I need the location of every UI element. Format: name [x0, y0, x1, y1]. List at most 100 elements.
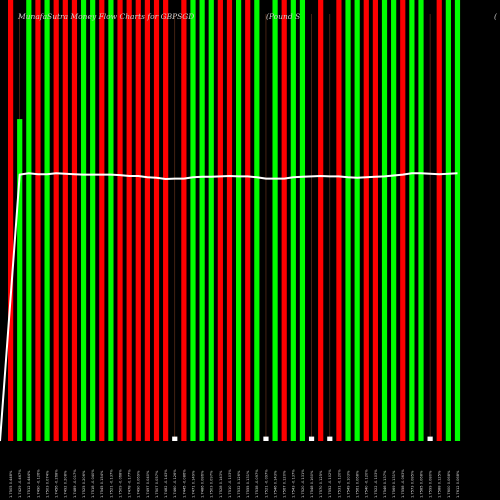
bar: [299, 0, 306, 441]
money-flow-line-group: [0, 172, 458, 442]
bar: [35, 0, 41, 441]
x-tick-label: 1.7540 -0.120%: [365, 469, 369, 498]
x-tick-label: 1.7558 -0.063%: [401, 469, 405, 498]
x-tick-label: 1.7567 0.120%: [283, 470, 287, 498]
x-tick-label: 1.7520 -0.131%: [301, 469, 305, 498]
bar: [190, 0, 196, 441]
bar: [17, 119, 23, 441]
bar: [62, 0, 68, 441]
x-tick-label: 1.7512 0.444%: [27, 470, 31, 498]
x-tick-label: 1.7429 -0.467%: [18, 469, 22, 498]
bar: [427, 436, 433, 441]
x-tick-label: 1.7490 0.069%: [137, 470, 141, 498]
bar: [44, 0, 50, 441]
x-tick-label: 1.7456 -0.268%: [55, 469, 59, 498]
x-tick-labels: 1.7505 0.448% 1.7429 -0.467% 1.7512 0.444%…: [9, 469, 460, 498]
x-tick-label: 1.7471 0.149%: [191, 470, 195, 498]
bar: [208, 0, 214, 441]
bar: [418, 0, 424, 441]
x-tick-label: 1.7573 0.085%: [410, 470, 414, 498]
x-tick-label: 1.7521 -0.137%: [109, 469, 113, 498]
x-tick-label: 1.7546 0.137%: [383, 470, 387, 498]
x-tick-label: 1.7503 0.074%: [45, 470, 49, 498]
bar: [381, 0, 388, 441]
x-tick-label: 1.7532 0.126%: [237, 470, 241, 498]
bar: [53, 0, 59, 441]
bar: [172, 436, 178, 441]
bar: [236, 0, 242, 441]
x-tick-label: 1.7522 -0.103%: [374, 469, 378, 498]
x-tick-label: 1.7507 0.057%: [155, 470, 159, 498]
bar: [163, 0, 169, 441]
chart-subtitle: (Pound S: [266, 12, 300, 21]
bar: [436, 0, 442, 441]
bar: [245, 0, 251, 441]
x-tick-label: 1.7548 0.160%: [310, 470, 314, 498]
x-tick-label: 1.7549 0.103%: [346, 470, 350, 498]
x-tick-label: 1.7505 0.448%: [9, 470, 13, 498]
x-tick-label: 1.7489 -0.017%: [73, 469, 77, 498]
x-tick-label: 1.7525 0.206%: [82, 470, 86, 498]
x-tick-label: 1.7585 0.068%: [419, 470, 423, 498]
bar: [263, 436, 269, 441]
bar: [217, 0, 223, 441]
bar: [400, 0, 406, 441]
x-tick-label: 1.7486 0.086%: [201, 470, 205, 498]
chart-title: MunafaSutra Money Flow Charts for GBPSGD: [17, 12, 194, 21]
x-tick-label: 1.7503 0.097%: [210, 470, 214, 498]
x-tick-label: 1.7521 -0.097%: [264, 469, 268, 498]
bar: [445, 0, 451, 441]
x-tick-label: 1.7482 -0.143%: [164, 469, 168, 498]
bar: [290, 0, 296, 441]
bar: [409, 0, 415, 441]
bar: [391, 0, 397, 441]
x-tick-label: 1.7538 -0.097%: [255, 469, 259, 498]
x-tick-label: 1.7492 0.208%: [64, 470, 68, 498]
x-tick-label: 1.7588 0.125%: [438, 470, 442, 498]
bar: [226, 0, 233, 441]
bar: [90, 0, 96, 441]
bar: [336, 0, 342, 441]
x-tick-label: 1.7546 0.143%: [273, 470, 277, 498]
bar: [372, 0, 378, 441]
x-tick-label: 1.7552 -0.102%: [328, 469, 332, 498]
bar: [26, 0, 32, 441]
bar: [80, 0, 87, 441]
x-tick-label: 1.7600 0.068%: [447, 470, 451, 498]
x-tick-label: 1.7570 0.125%: [319, 470, 323, 498]
money-flow-line: [0, 172, 458, 442]
bar: [345, 0, 351, 441]
bar: [281, 0, 287, 441]
x-tick-label: 1.7518 -0.040%: [91, 469, 95, 498]
x-tick-label: 1.7528 0.143%: [219, 470, 223, 498]
bar: [8, 0, 14, 441]
bar: [308, 436, 315, 441]
x-tick-label: 1.7561 0.068%: [356, 470, 360, 498]
x-tick-label: 1.7490 -0.126%: [36, 469, 40, 498]
x-tick-label: 1.7545 0.154%: [100, 470, 104, 498]
x-tick-label: 1.7478 -0.177%: [128, 469, 132, 498]
x-tick-label: 1.7555 0.131%: [246, 470, 250, 498]
x-tick-label: 1.7531 -0.120%: [337, 469, 341, 498]
bar: [181, 0, 187, 441]
bar: [454, 0, 461, 441]
bar: [117, 0, 123, 441]
bars: [8, 0, 461, 441]
x-tick-label: 1.7612 0.068%: [456, 470, 460, 498]
x-tick-label: 1.7543 -0.137%: [292, 469, 296, 498]
bar: [108, 0, 114, 441]
bar: [153, 0, 160, 441]
x-tick-label: 1.7445 -0.086%: [182, 469, 186, 498]
x-tick-label: 1.7497 0.040%: [146, 470, 150, 498]
bar: [318, 0, 324, 441]
bar: [272, 0, 278, 441]
bar: [199, 0, 205, 441]
x-tick-label: 1.7569 0.131%: [392, 470, 396, 498]
bar: [327, 436, 333, 441]
bar: [126, 0, 132, 441]
bar: [354, 0, 360, 441]
x-tick-label: 1.7460 -0.126%: [173, 469, 177, 498]
bar: [99, 0, 105, 441]
corner-mark: (: [494, 12, 498, 21]
